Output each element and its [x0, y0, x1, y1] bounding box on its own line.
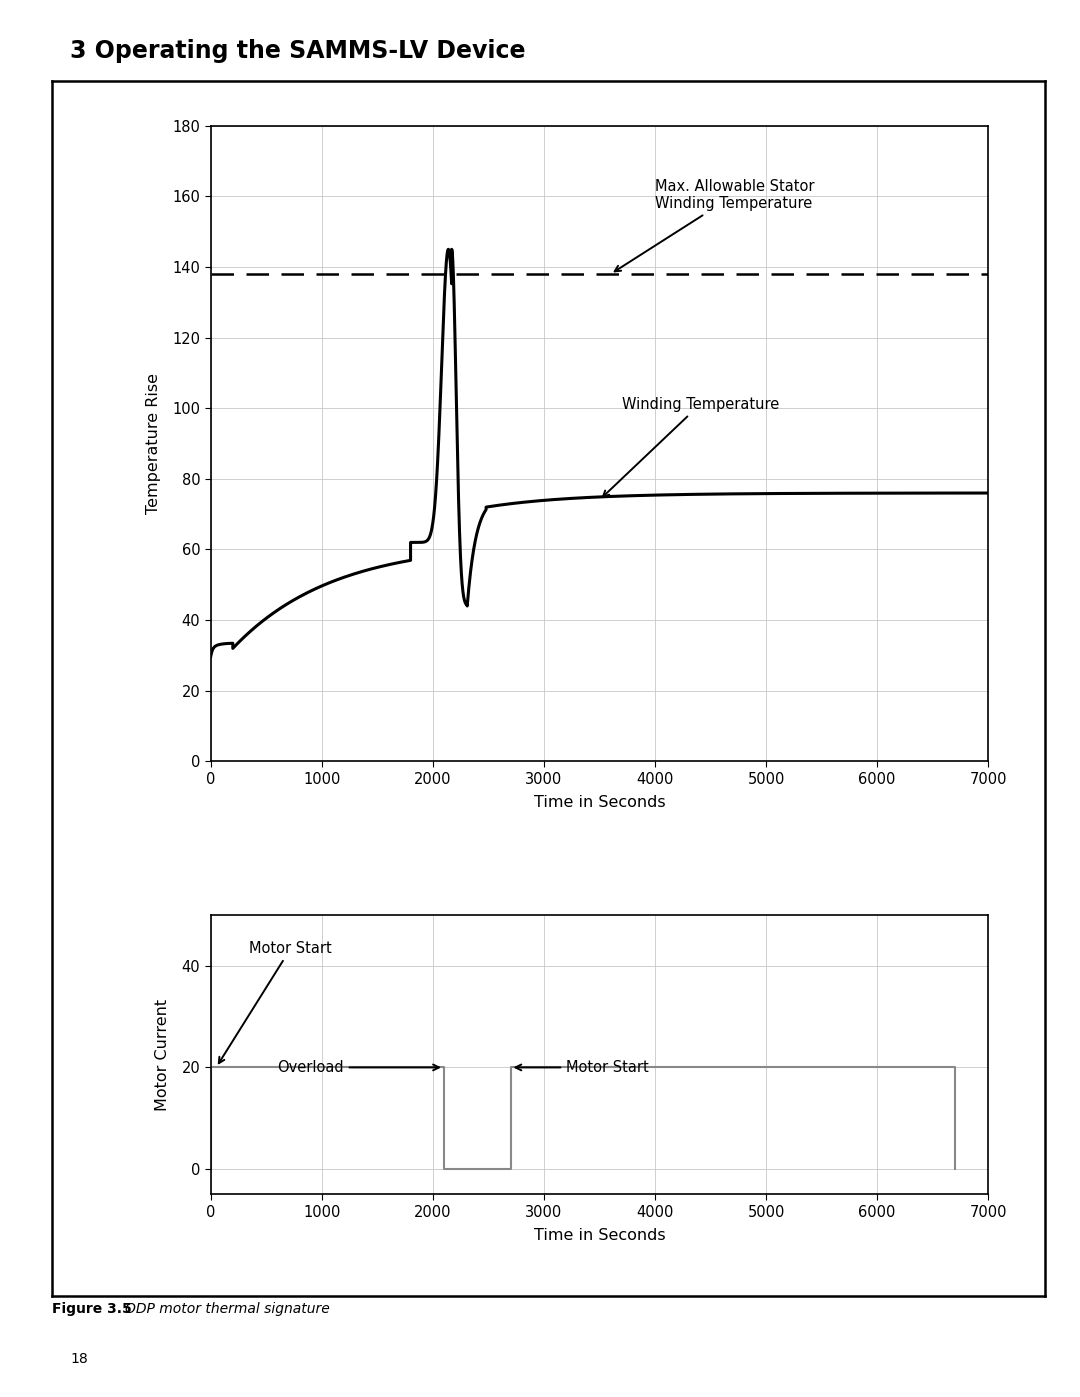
Y-axis label: Temperature Rise: Temperature Rise: [146, 373, 161, 514]
Text: Max. Allowable Stator
Winding Temperature: Max. Allowable Stator Winding Temperatur…: [615, 179, 814, 271]
Text: 3 Operating the SAMMS-LV Device: 3 Operating the SAMMS-LV Device: [70, 39, 526, 63]
X-axis label: Time in Seconds: Time in Seconds: [534, 1228, 665, 1243]
Text: Motor Start: Motor Start: [219, 940, 333, 1063]
Y-axis label: Motor Current: Motor Current: [156, 999, 171, 1111]
Text: Overload: Overload: [278, 1060, 438, 1074]
Text: ODP motor thermal signature: ODP motor thermal signature: [125, 1302, 330, 1316]
Text: Winding Temperature: Winding Temperature: [603, 397, 779, 497]
Text: Figure 3.5: Figure 3.5: [52, 1302, 136, 1316]
X-axis label: Time in Seconds: Time in Seconds: [534, 795, 665, 810]
Text: Motor Start: Motor Start: [515, 1060, 649, 1074]
Text: 18: 18: [70, 1352, 87, 1366]
